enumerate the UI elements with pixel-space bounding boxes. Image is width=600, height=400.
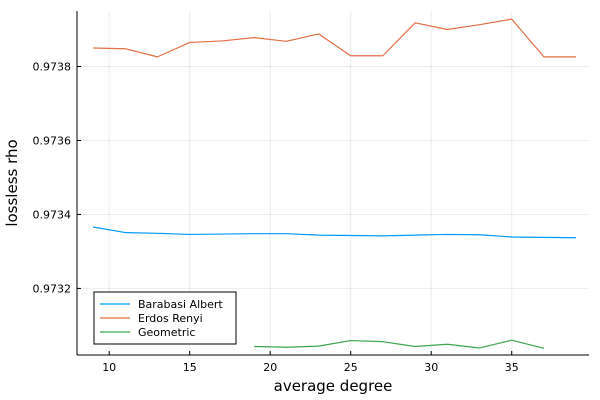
x-tick-label: 25: [344, 361, 358, 374]
legend-label: Geometric: [138, 326, 195, 339]
y-tick-label: 0.9736: [33, 134, 72, 147]
x-tick-label: 35: [505, 361, 519, 374]
grid: [77, 11, 589, 355]
series-line-barabasi-albert: [92, 226, 577, 239]
series-line-erdos-renyi: [93, 18, 577, 58]
y-tick-label: 0.9738: [33, 60, 72, 73]
x-axis-title: average degree: [274, 377, 393, 395]
x-tick-label: 20: [263, 361, 277, 374]
legend-label: Erdos Renyi: [138, 312, 203, 325]
x-tick-label: 15: [183, 361, 197, 374]
y-axis-title: lossless rho: [3, 139, 21, 226]
x-tick-label: 10: [102, 361, 116, 374]
series-line-geometric: [254, 339, 545, 349]
tick-labels: 10 15 20 25 30 35 0.9732 0.9734 0.9736 0.9738: [33, 60, 519, 374]
y-tick-label: 0.9732: [33, 282, 72, 295]
series-lines: [92, 18, 577, 349]
legend-label: Barabasi Albert: [138, 298, 223, 311]
x-tick-label: 30: [424, 361, 438, 374]
axes: [76, 11, 589, 356]
y-tick-label: 0.9734: [33, 208, 72, 221]
